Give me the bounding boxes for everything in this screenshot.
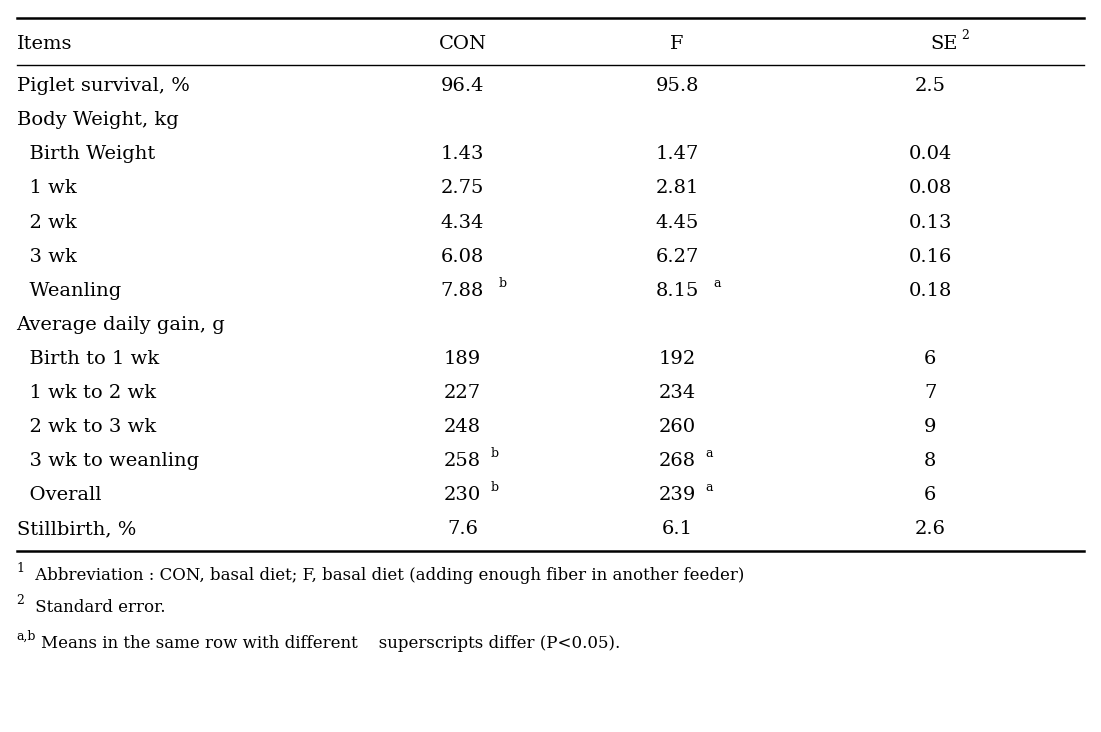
Text: b: b xyxy=(491,447,499,460)
Text: 6.1: 6.1 xyxy=(662,520,693,538)
Text: 4.34: 4.34 xyxy=(440,214,484,231)
Text: 230: 230 xyxy=(444,486,481,504)
Text: 9: 9 xyxy=(924,418,937,436)
Text: Average daily gain, g: Average daily gain, g xyxy=(17,315,226,334)
Text: 7.6: 7.6 xyxy=(447,520,478,538)
Text: 1 wk: 1 wk xyxy=(17,179,76,198)
Text: a,b: a,b xyxy=(17,630,36,643)
Text: Stillbirth, %: Stillbirth, % xyxy=(17,520,135,538)
Text: 189: 189 xyxy=(444,350,481,367)
Text: Abbreviation : CON, basal diet; F, basal diet (adding enough fiber in another fe: Abbreviation : CON, basal diet; F, basal… xyxy=(30,567,744,584)
Text: a: a xyxy=(706,447,713,460)
Text: 7: 7 xyxy=(924,384,937,402)
Text: 2.5: 2.5 xyxy=(915,78,946,95)
Text: 1.43: 1.43 xyxy=(440,146,484,163)
Text: 2: 2 xyxy=(961,29,969,42)
Text: 6: 6 xyxy=(924,486,937,504)
Text: 0.18: 0.18 xyxy=(908,282,952,299)
Text: 192: 192 xyxy=(658,350,696,367)
Text: 2.6: 2.6 xyxy=(915,520,946,538)
Text: 96.4: 96.4 xyxy=(440,78,484,95)
Text: 0.16: 0.16 xyxy=(908,247,952,266)
Text: Standard error.: Standard error. xyxy=(30,600,165,616)
Text: a: a xyxy=(706,481,713,494)
Text: 0.13: 0.13 xyxy=(908,214,952,231)
Text: Piglet survival, %: Piglet survival, % xyxy=(17,78,189,95)
Text: 260: 260 xyxy=(658,418,696,436)
Text: 6: 6 xyxy=(924,350,937,367)
Text: Birth to 1 wk: Birth to 1 wk xyxy=(17,350,159,367)
Text: 2.75: 2.75 xyxy=(440,179,484,198)
Text: SE: SE xyxy=(930,35,958,53)
Text: Items: Items xyxy=(17,35,72,53)
Text: 1 wk to 2 wk: 1 wk to 2 wk xyxy=(17,384,155,402)
Text: b: b xyxy=(491,481,499,494)
Text: 3 wk to weanling: 3 wk to weanling xyxy=(17,452,198,470)
Text: CON: CON xyxy=(438,35,487,53)
Text: 8: 8 xyxy=(924,452,937,470)
Text: 1.47: 1.47 xyxy=(655,146,699,163)
Text: 4.45: 4.45 xyxy=(655,214,699,231)
Text: 239: 239 xyxy=(658,486,696,504)
Text: 2.81: 2.81 xyxy=(655,179,699,198)
Text: 7.88: 7.88 xyxy=(440,282,484,299)
Text: 0.08: 0.08 xyxy=(908,179,952,198)
Text: 3 wk: 3 wk xyxy=(17,247,76,266)
Text: b: b xyxy=(499,277,506,290)
Text: Overall: Overall xyxy=(17,486,101,504)
Text: 227: 227 xyxy=(444,384,481,402)
Text: Birth Weight: Birth Weight xyxy=(17,146,155,163)
Text: 2 wk to 3 wk: 2 wk to 3 wk xyxy=(17,418,155,436)
Text: 248: 248 xyxy=(444,418,481,436)
Text: F: F xyxy=(671,35,684,53)
Text: Body Weight, kg: Body Weight, kg xyxy=(17,111,178,130)
Text: 1: 1 xyxy=(17,561,24,575)
Text: 234: 234 xyxy=(658,384,696,402)
Text: 258: 258 xyxy=(444,452,481,470)
Text: Means in the same row with different    superscripts differ (P<0.05).: Means in the same row with different sup… xyxy=(41,635,620,652)
Text: 6.27: 6.27 xyxy=(655,247,699,266)
Text: 2 wk: 2 wk xyxy=(17,214,76,231)
Text: 95.8: 95.8 xyxy=(655,78,699,95)
Text: 8.15: 8.15 xyxy=(655,282,699,299)
Text: 2: 2 xyxy=(17,594,24,607)
Text: 268: 268 xyxy=(658,452,696,470)
Text: Weanling: Weanling xyxy=(17,282,121,299)
Text: 6.08: 6.08 xyxy=(440,247,484,266)
Text: 0.04: 0.04 xyxy=(908,146,952,163)
Text: a: a xyxy=(713,277,721,290)
